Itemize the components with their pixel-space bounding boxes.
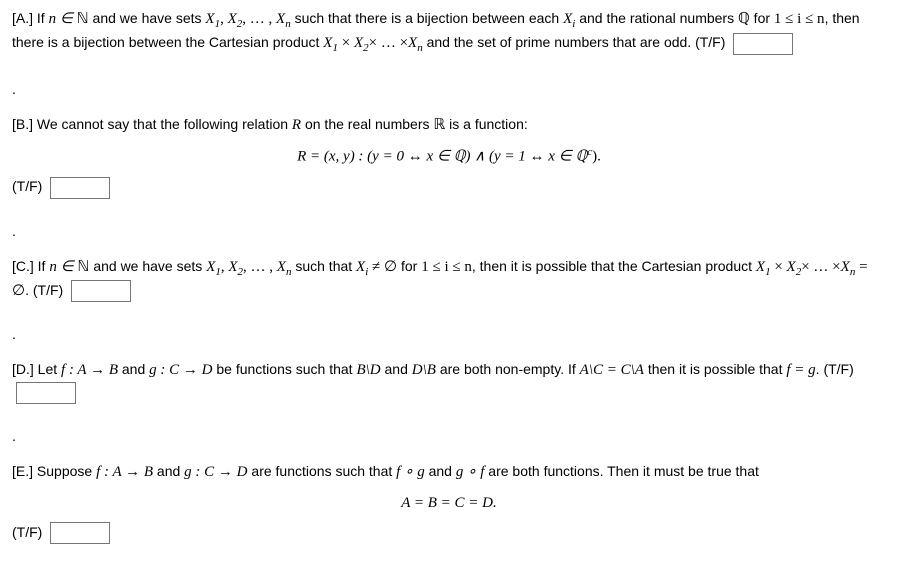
tf-row-e: (T/F)	[12, 522, 886, 544]
answer-input-a[interactable]	[733, 33, 793, 55]
answer-input-c[interactable]	[71, 280, 131, 302]
text-c-2: and we have sets	[89, 258, 206, 274]
text-d-4: and	[381, 361, 412, 377]
question-b: [B.] We cannot say that the following re…	[12, 114, 886, 199]
tf-label-e: (T/F)	[12, 524, 42, 540]
text-e-4: and	[425, 463, 456, 479]
answer-input-b[interactable]	[50, 177, 110, 199]
math-X1: X	[205, 11, 214, 27]
sets-c-X2: X	[228, 259, 237, 275]
text-c-5: , then it is possible that the Cartesian…	[472, 258, 756, 274]
text-d-3: be functions such that	[212, 361, 356, 377]
times1: ×	[338, 35, 354, 51]
label-d: [D.]	[12, 361, 34, 377]
prod-c-X2: X	[787, 259, 796, 275]
text-d-1: Let	[34, 361, 61, 377]
label-b: [B.]	[12, 116, 33, 132]
times-c1: ×	[771, 259, 787, 275]
text-b-2: on the real numbers	[301, 116, 433, 132]
formula-e-text: A = B = C = D.	[401, 495, 497, 511]
math-BD: B\D	[356, 362, 380, 378]
dots: × … ×	[369, 35, 408, 51]
label-a: [A.]	[12, 10, 33, 26]
text-c-6: . (T/F)	[25, 282, 63, 298]
ineq-a: 1 ≤ i ≤ n	[774, 11, 825, 27]
math-f-e: f : A → B	[96, 464, 153, 480]
question-d: [D.] Let f : A → B and g : C → D be func…	[12, 359, 886, 404]
text-a-5: for	[750, 10, 774, 26]
answer-input-e[interactable]	[50, 522, 110, 544]
math-AC: A\C = C\A	[580, 362, 644, 378]
separator: .	[12, 426, 886, 447]
text-d-2: and	[118, 361, 149, 377]
formula-b-end: ).	[592, 149, 601, 165]
prod-c-Xn: X	[841, 259, 850, 275]
math-N: ℕ	[77, 11, 89, 27]
comma: , … ,	[242, 11, 276, 27]
text-e-1: Suppose	[33, 463, 96, 479]
math-n-c: n ∈	[49, 259, 77, 275]
text-a-7: and the set of prime numbers that are od…	[423, 34, 726, 50]
math-X2: X	[228, 11, 237, 27]
separator: .	[12, 221, 886, 242]
math-fg: f = g	[786, 362, 815, 378]
text-b-3: is a function:	[445, 116, 528, 132]
dots-c: × … ×	[801, 259, 840, 275]
prod-X2: X	[354, 35, 363, 51]
text-d-6: then it is possible that	[644, 361, 786, 377]
tf-label-b: (T/F)	[12, 178, 42, 194]
formula-b-text: R = (x, y) : (y = 0 ↔ x ∈ ℚ) ∧ (y = 1 ↔ …	[297, 149, 587, 165]
tf-row-b: (T/F)	[12, 176, 886, 198]
text-a-1: If	[37, 10, 49, 26]
neq-c: ≠ ∅	[368, 259, 397, 275]
text-c-1: If	[34, 258, 50, 274]
formula-b: R = (x, y) : (y = 0 ↔ x ∈ ℚ) ∧ (y = 1 ↔ …	[12, 144, 886, 168]
label-c: [C.]	[12, 258, 34, 274]
sets-c-Xn: X	[277, 259, 286, 275]
math-fog: f ∘ g	[396, 464, 425, 480]
text-d-5: are both non-empty. If	[436, 361, 580, 377]
label-e: [E.]	[12, 463, 33, 479]
separator: .	[12, 324, 886, 345]
text-e-3: are functions such that	[248, 463, 397, 479]
text-c-3: such that	[291, 258, 356, 274]
prod-c-X1: X	[756, 259, 765, 275]
math-Xn: X	[276, 11, 285, 27]
prod-Xn: X	[408, 35, 417, 51]
question-e: [E.] Suppose f : A → B and g : C → D are…	[12, 461, 886, 544]
math-RR: ℝ	[433, 117, 445, 133]
math-g-d: g : C → D	[149, 362, 212, 378]
sets-c-Xi: X	[356, 259, 365, 275]
text-a-2: and we have sets	[89, 10, 206, 26]
text-e-5: are both functions. Then it must be true…	[484, 463, 758, 479]
math-DB: D\B	[412, 362, 436, 378]
math-g-e: g : C → D	[184, 464, 247, 480]
text-d-7: . (T/F)	[816, 361, 854, 377]
math-R: R	[292, 117, 301, 133]
math-N-c: ℕ	[77, 259, 89, 275]
math-Xi: X	[563, 11, 572, 27]
text-a-3: such that there is a bijection between e…	[291, 10, 563, 26]
answer-input-d[interactable]	[16, 382, 76, 404]
question-c: [C.] If n ∈ ℕ and we have sets X1, X2, ……	[12, 256, 886, 303]
text-a-4: and the rational numbers	[575, 10, 738, 26]
text-e-2: and	[153, 463, 184, 479]
text-b-1: We cannot say that the following relatio…	[33, 116, 292, 132]
sets-c-X1: X	[206, 259, 215, 275]
comma: ,	[220, 11, 228, 27]
math-Q: ℚ	[738, 11, 750, 27]
comma-c2: , … ,	[243, 259, 277, 275]
formula-e: A = B = C = D.	[12, 492, 886, 515]
ineq-c: 1 ≤ i ≤ n	[421, 259, 472, 275]
question-a: [A.] If n ∈ ℕ and we have sets X1, X2, ……	[12, 8, 886, 57]
separator: .	[12, 79, 886, 100]
math-gof: g ∘ f	[456, 464, 485, 480]
math-n: n ∈	[49, 11, 77, 27]
math-f-d: f : A → B	[61, 362, 118, 378]
text-c-4: for	[397, 258, 421, 274]
